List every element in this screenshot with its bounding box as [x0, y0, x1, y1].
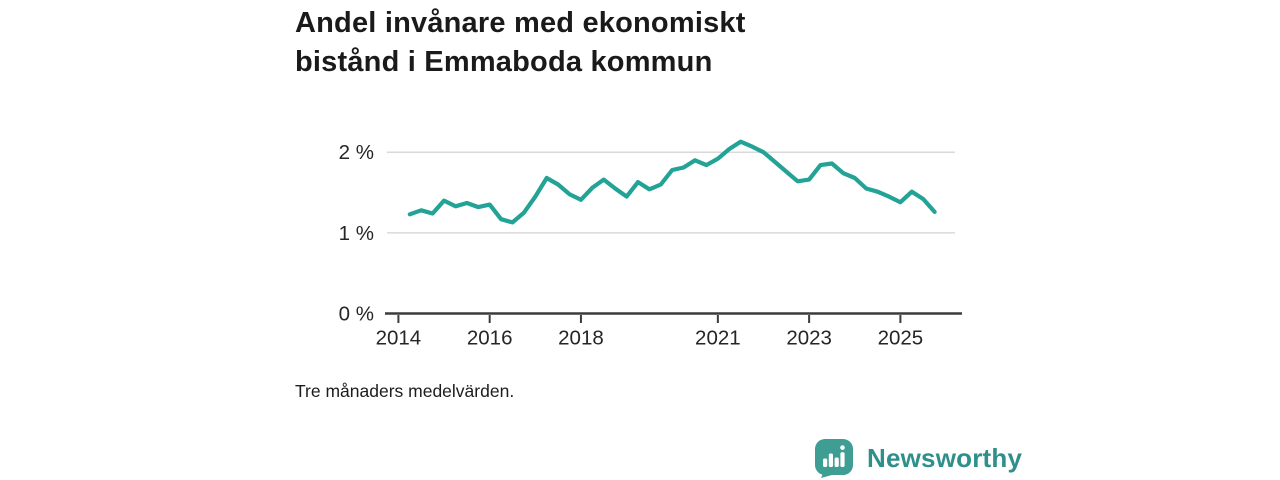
x-tick-label: 2014	[376, 327, 422, 350]
branding-wordmark: Newsworthy	[867, 443, 1023, 473]
chart-footnote: Tre månaders medelvärden.	[295, 381, 515, 401]
x-tick-label: 2018	[558, 327, 604, 350]
y-tick-label: 0 %	[339, 303, 374, 326]
chart-title: Andel invånare med ekonomiskt bistånd i …	[295, 4, 746, 82]
newsworthy-logo-icon	[815, 439, 853, 478]
logo-badge	[815, 439, 853, 478]
logo-bar-small	[823, 458, 828, 467]
chart-title-line1: Andel invånare med ekonomiskt	[295, 7, 746, 39]
y-tick-label: 2 %	[339, 141, 374, 164]
logo-exclamation-dot	[840, 445, 845, 450]
y-tick-label: 1 %	[339, 222, 374, 245]
branding: Newsworthy	[815, 439, 1022, 478]
x-tick-label: 2016	[467, 327, 513, 350]
x-tick-label: 2025	[878, 327, 924, 350]
logo-exclamation-bar	[840, 452, 845, 467]
logo-bar-tall	[828, 453, 833, 467]
x-tick-label: 2021	[695, 327, 741, 350]
data-line	[407, 139, 937, 225]
chart-title-line2: bistånd i Emmaboda kommun	[295, 46, 713, 78]
x-tick-label: 2023	[786, 327, 832, 350]
logo-bar-medium	[834, 457, 839, 467]
